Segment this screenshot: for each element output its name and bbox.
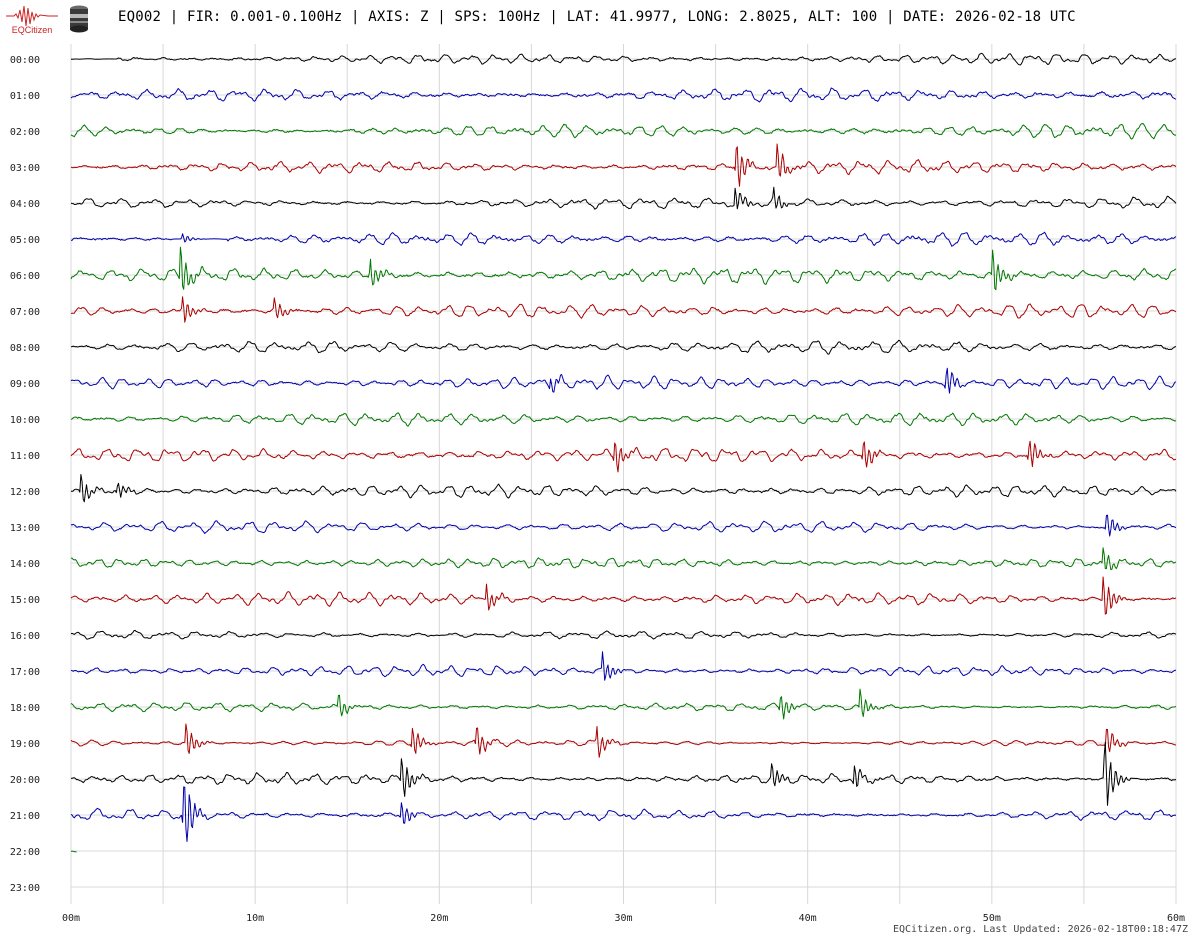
seismic-trace-0500	[70, 231, 1177, 247]
hour-label: 21:00	[10, 811, 40, 822]
x-tick-label: 20m	[430, 913, 448, 924]
seismic-trace-1000	[70, 412, 1177, 427]
hour-label: 16:00	[10, 631, 40, 642]
hour-label: 20:00	[10, 775, 40, 786]
seismic-trace-0100	[70, 87, 1177, 103]
seismic-trace-0600	[70, 246, 1177, 291]
chart-grid	[70, 44, 1177, 904]
x-tick-label: 30m	[614, 913, 632, 924]
x-tick-label: 50m	[983, 913, 1001, 924]
hour-label: 01:00	[10, 91, 40, 102]
hour-label: 10:00	[10, 415, 40, 426]
hour-label: 03:00	[10, 163, 40, 174]
hour-label: 19:00	[10, 739, 40, 750]
seismic-trace-2200	[70, 850, 77, 853]
x-tick-label: 40m	[799, 913, 817, 924]
hour-label: 14:00	[10, 559, 40, 570]
seismic-trace-1400	[70, 547, 1177, 571]
hour-label: 08:00	[10, 343, 40, 354]
seismic-trace-0800	[70, 339, 1177, 355]
hour-label: 23:00	[10, 883, 40, 894]
seismic-trace-0000	[70, 52, 1177, 66]
minute-axis: 00m 10m 20m 30m 40m 50m 60m	[62, 913, 1185, 924]
hour-label: 02:00	[10, 127, 40, 138]
seismic-trace-0200	[70, 123, 1177, 140]
seismic-trace-0400	[70, 186, 1177, 210]
seismometer-sensor-icon	[70, 5, 88, 33]
seismic-trace-0900	[70, 367, 1177, 394]
seismic-trace-1900	[70, 723, 1176, 758]
hour-label: 06:00	[10, 271, 40, 282]
seismic-trace-1300	[70, 514, 1177, 537]
seismic-trace-1600	[70, 629, 1177, 640]
header: EQCitizen EQ002 | FIR: 0.001-0.100Hz | A…	[0, 0, 1200, 40]
hour-label: 05:00	[10, 235, 40, 246]
hour-row-labels: 00:00 01:00 02:00 03:00 04:00 05:00 06:00 07:00…	[10, 55, 40, 894]
seismic-trace-1700	[70, 651, 1176, 681]
hour-label: 04:00	[10, 199, 40, 210]
x-tick-label: 00m	[62, 913, 80, 924]
seismogram-logo-icon	[6, 5, 58, 27]
x-tick-label: 60m	[1167, 913, 1185, 924]
seismic-trace-2000	[70, 741, 1177, 806]
seismic-trace-1100	[70, 440, 1176, 473]
hour-label: 18:00	[10, 703, 40, 714]
hour-label: 07:00	[10, 307, 40, 318]
hour-label: 13:00	[10, 523, 40, 534]
seismic-trace-0300	[70, 143, 1177, 187]
x-tick-label: 10m	[246, 913, 264, 924]
hour-label: 17:00	[10, 667, 40, 678]
hour-label: 09:00	[10, 379, 40, 390]
hour-label: 15:00	[10, 595, 40, 606]
hour-label: 11:00	[10, 451, 40, 462]
logo-text: EQCitizen	[12, 25, 53, 35]
eqcitizen-logo[interactable]: EQCitizen	[4, 2, 60, 36]
station-info-title: EQ002 | FIR: 0.001-0.100Hz | AXIS: Z | S…	[118, 9, 1076, 25]
seismic-trace-1200	[70, 474, 1177, 503]
seismic-trace-0700	[70, 296, 1177, 323]
seismic-trace-2100	[70, 786, 1177, 842]
seismic-trace-1500	[70, 576, 1177, 615]
hour-label: 00:00	[10, 55, 40, 66]
seismic-traces	[70, 52, 1177, 853]
last-updated-footer[interactable]: EQCitizen.org. Last Updated: 2026-02-18T…	[892, 924, 1188, 935]
seismic-trace-1800	[70, 688, 1177, 720]
hour-label: 12:00	[10, 487, 40, 498]
hour-label: 22:00	[10, 847, 40, 858]
